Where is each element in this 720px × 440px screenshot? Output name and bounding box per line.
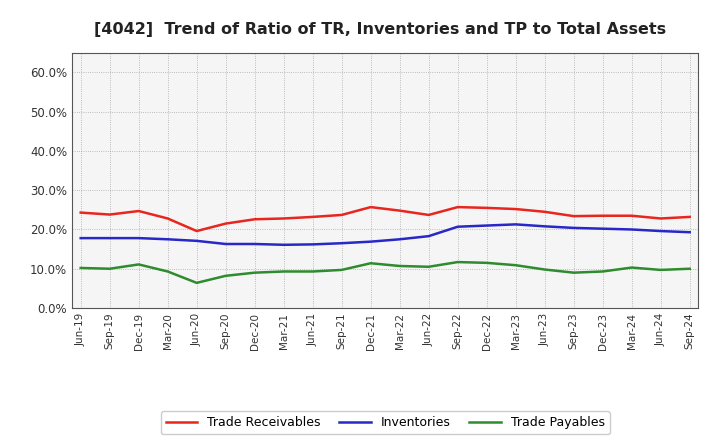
Inventories	[135, 235, 143, 241]
Trade Payables	[424, 264, 433, 269]
Trade Receivables	[482, 205, 491, 210]
Inventories	[105, 235, 114, 241]
Inventories	[192, 238, 201, 243]
Trade Receivables	[221, 221, 230, 226]
Trade Payables	[76, 265, 85, 271]
Inventories	[308, 242, 317, 247]
Trade Payables	[685, 266, 694, 271]
Inventories	[279, 242, 288, 247]
Trade Receivables	[657, 216, 665, 221]
Trade Payables	[221, 273, 230, 279]
Inventories	[598, 226, 607, 231]
Inventories	[366, 239, 375, 244]
Trade Receivables	[192, 228, 201, 234]
Inventories	[685, 230, 694, 235]
Trade Receivables	[627, 213, 636, 218]
Trade Receivables	[279, 216, 288, 221]
Line: Trade Receivables: Trade Receivables	[81, 207, 690, 231]
Trade Payables	[511, 263, 520, 268]
Text: [4042]  Trend of Ratio of TR, Inventories and TP to Total Assets: [4042] Trend of Ratio of TR, Inventories…	[94, 22, 666, 37]
Trade Payables	[279, 269, 288, 274]
Inventories	[395, 237, 404, 242]
Trade Payables	[454, 260, 462, 265]
Trade Payables	[598, 269, 607, 274]
Inventories	[454, 224, 462, 229]
Trade Receivables	[135, 209, 143, 214]
Inventories	[163, 237, 172, 242]
Line: Trade Payables: Trade Payables	[81, 262, 690, 283]
Trade Receivables	[511, 206, 520, 212]
Trade Receivables	[366, 205, 375, 210]
Trade Payables	[251, 270, 259, 275]
Trade Payables	[308, 269, 317, 274]
Trade Receivables	[685, 214, 694, 220]
Inventories	[657, 228, 665, 234]
Trade Payables	[541, 267, 549, 272]
Trade Receivables	[163, 216, 172, 221]
Trade Receivables	[570, 213, 578, 219]
Legend: Trade Receivables, Inventories, Trade Payables: Trade Receivables, Inventories, Trade Pa…	[161, 411, 610, 434]
Trade Payables	[192, 280, 201, 286]
Inventories	[221, 242, 230, 247]
Trade Payables	[570, 270, 578, 275]
Trade Receivables	[424, 213, 433, 218]
Inventories	[338, 241, 346, 246]
Trade Payables	[657, 267, 665, 272]
Trade Receivables	[308, 214, 317, 220]
Inventories	[76, 235, 85, 241]
Trade Payables	[338, 267, 346, 272]
Line: Inventories: Inventories	[81, 224, 690, 245]
Trade Receivables	[454, 205, 462, 210]
Trade Payables	[135, 262, 143, 267]
Trade Receivables	[76, 210, 85, 215]
Trade Payables	[105, 266, 114, 271]
Inventories	[424, 234, 433, 239]
Trade Payables	[482, 260, 491, 265]
Inventories	[541, 224, 549, 229]
Trade Receivables	[338, 213, 346, 218]
Inventories	[570, 225, 578, 231]
Trade Receivables	[395, 208, 404, 213]
Trade Payables	[163, 269, 172, 274]
Trade Payables	[366, 260, 375, 266]
Trade Payables	[627, 265, 636, 270]
Trade Payables	[395, 264, 404, 269]
Inventories	[251, 242, 259, 247]
Trade Receivables	[105, 212, 114, 217]
Trade Receivables	[598, 213, 607, 218]
Inventories	[511, 222, 520, 227]
Inventories	[627, 227, 636, 232]
Trade Receivables	[251, 216, 259, 222]
Trade Receivables	[541, 209, 549, 214]
Inventories	[482, 223, 491, 228]
